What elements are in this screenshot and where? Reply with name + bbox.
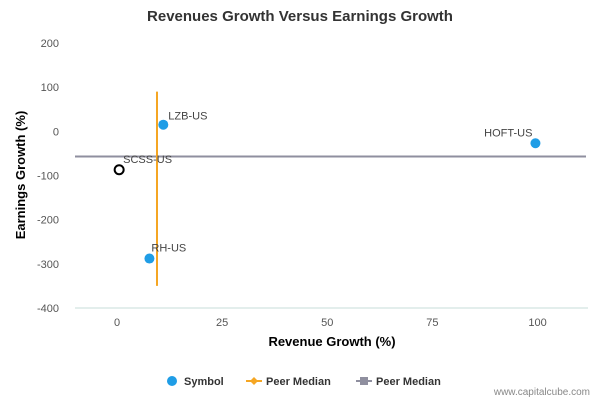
- point-label: HOFT-US: [484, 127, 532, 139]
- chart-title: Revenues Growth Versus Earnings Growth: [147, 8, 453, 25]
- data-point: [158, 119, 169, 130]
- legend-item[interactable]: Peer Median: [246, 376, 331, 388]
- point-label: SCSS-US: [123, 154, 172, 166]
- legend-label: Peer Median: [266, 376, 331, 388]
- data-point: [113, 164, 125, 176]
- legend-square-icon: [360, 377, 368, 385]
- y-tick-label: 200: [41, 38, 59, 50]
- x-tick-label: 75: [426, 317, 438, 329]
- y-tick-label: -400: [37, 303, 59, 315]
- x-tick-label: 50: [321, 317, 333, 329]
- x-tick-label: 25: [216, 317, 228, 329]
- point-label: LZB-US: [168, 111, 207, 123]
- legend-label: Peer Median: [376, 376, 441, 388]
- legend-item[interactable]: Peer Median: [356, 376, 441, 388]
- watermark: www.capitalcube.com: [493, 387, 590, 398]
- x-tick-label: 100: [528, 317, 546, 329]
- point-label: RH-US: [151, 243, 186, 255]
- legend-circle-icon: [167, 376, 177, 386]
- x-axis-title: Revenue Growth (%): [268, 334, 395, 349]
- y-tick-label: -300: [37, 259, 59, 271]
- y-tick-label: -100: [37, 171, 59, 183]
- y-axis-title: Earnings Growth (%): [13, 111, 28, 240]
- y-tick-label: 0: [53, 126, 59, 138]
- y-tick-label: 100: [41, 82, 59, 94]
- y-tick-label: -200: [37, 215, 59, 227]
- legend-label: Symbol: [184, 376, 224, 388]
- plot-area: 200 100 0 -100 -200 -300 -400 0 25 50 75 100 LZB-US H…: [37, 38, 588, 329]
- legend-item[interactable]: Symbol: [167, 376, 224, 388]
- data-point: [530, 138, 541, 149]
- data-point: [144, 253, 155, 264]
- legend[interactable]: Symbol Peer Median Peer Median: [167, 376, 441, 388]
- x-tick-label: 0: [114, 317, 120, 329]
- legend-diamond-icon: [250, 377, 258, 385]
